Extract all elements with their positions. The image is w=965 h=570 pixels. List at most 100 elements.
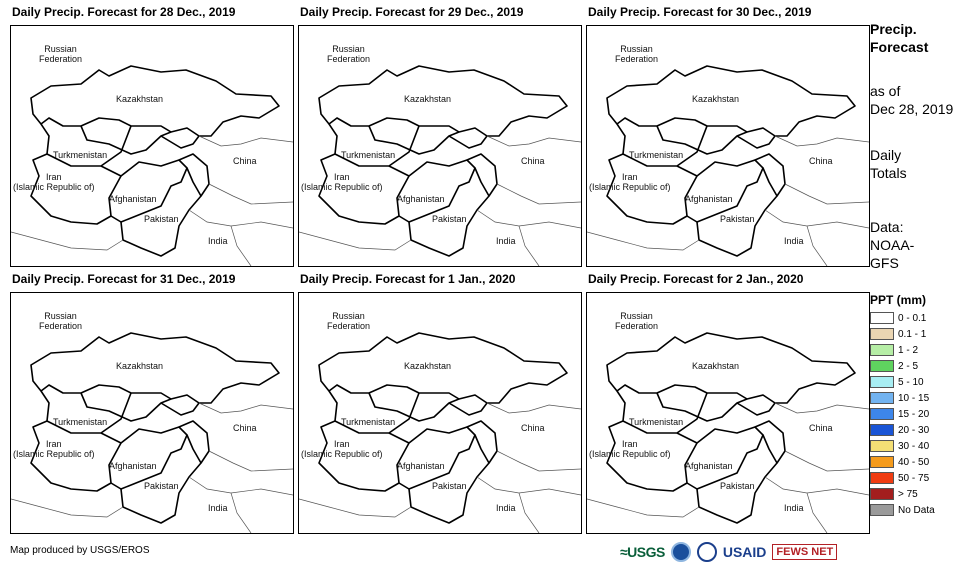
legend-item: 50 - 75: [870, 470, 935, 486]
country-label-afghanistan: Afghanistan: [397, 461, 445, 471]
forecast-panel: Daily Precip. Forecast for 2 Jan., 2020 …: [586, 272, 876, 536]
legend-item: 0.1 - 1: [870, 326, 935, 342]
legend: 0 - 0.1 0.1 - 1 1 - 2 2 - 5 5 - 10 10 - 15 15 …: [870, 310, 935, 518]
country-label-iran: Iran (Islamic Republic of): [301, 172, 383, 192]
country-label-india: India: [208, 503, 228, 513]
credit-text: Map produced by USGS/EROS: [10, 545, 150, 556]
usaid-seal-icon: [696, 542, 717, 562]
legend-swatch: [870, 408, 894, 420]
country-label-pakistan: Pakistan: [432, 214, 467, 224]
legend-swatch: [870, 312, 894, 324]
forecast-map: Russian Federation Kazakhstan Turkmenistan I…: [586, 25, 870, 267]
country-label-india: India: [496, 236, 516, 246]
legend-swatch: [870, 504, 894, 516]
legend-swatch: [870, 344, 894, 356]
legend-item: 30 - 40: [870, 438, 935, 454]
logos: ≈USGS USAID FEWS NET: [620, 540, 838, 564]
country-label-russia: Russian Federation: [39, 311, 83, 331]
country-label-russia: Russian Federation: [615, 311, 659, 331]
country-label-india: India: [208, 236, 228, 246]
country-label-russia: Russian Federation: [615, 44, 659, 64]
country-label-pakistan: Pakistan: [432, 481, 467, 491]
legend-item: No Data: [870, 502, 935, 518]
country-label-pakistan: Pakistan: [144, 481, 179, 491]
country-label-afghanistan: Afghanistan: [109, 194, 157, 204]
legend-label: 2 - 5: [898, 360, 919, 372]
legend-label: 0.1 - 1: [898, 328, 927, 340]
legend-item: 20 - 30: [870, 422, 935, 438]
forecast-panel: Daily Precip. Forecast for 31 Dec., 2019…: [10, 272, 300, 536]
usgs-logo: ≈USGS: [620, 544, 665, 560]
forecast-panel: Daily Precip. Forecast for 30 Dec., 2019…: [586, 5, 876, 269]
country-label-afghanistan: Afghanistan: [109, 461, 157, 471]
as-of-date: Dec 28, 2019: [870, 101, 954, 117]
legend-item: > 75: [870, 486, 935, 502]
legend-swatch: [870, 360, 894, 372]
forecast-panel: Daily Precip. Forecast for 29 Dec., 2019…: [298, 5, 588, 269]
forecast-map: Russian Federation Kazakhstan Turkmenistan I…: [298, 25, 582, 267]
forecast-map: Russian Federation Kazakhstan Turkmenistan I…: [10, 292, 294, 534]
country-label-china: China: [521, 156, 545, 166]
country-label-china: China: [809, 156, 833, 166]
country-label-turkmenistan: Turkmenistan: [341, 150, 396, 160]
country-label-turkmenistan: Turkmenistan: [341, 417, 396, 427]
country-label-pakistan: Pakistan: [720, 214, 755, 224]
country-label-turkmenistan: Turkmenistan: [53, 150, 108, 160]
country-label-iran: Iran (Islamic Republic of): [13, 439, 95, 459]
country-label-kazakhstan: Kazakhstan: [116, 94, 164, 104]
legend-swatch: [870, 472, 894, 484]
fews-net-logo: FEWS NET: [772, 544, 838, 560]
country-label-afghanistan: Afghanistan: [685, 461, 733, 471]
legend-swatch: [870, 424, 894, 436]
country-label-india: India: [784, 236, 804, 246]
legend-label: 15 - 20: [898, 408, 930, 420]
daily-label: Daily: [870, 147, 902, 163]
country-label-kazakhstan: Kazakhstan: [116, 361, 164, 371]
panel-title: Daily Precip. Forecast for 28 Dec., 2019: [12, 5, 236, 19]
panel-title: Daily Precip. Forecast for 1 Jan., 2020: [300, 272, 516, 286]
legend-item: 40 - 50: [870, 454, 935, 470]
legend-label: No Data: [898, 504, 935, 516]
precip-heading-1: Precip.: [870, 21, 917, 37]
legend-label: 40 - 50: [898, 456, 930, 468]
country-label-pakistan: Pakistan: [720, 481, 755, 491]
country-label-russia: Russian Federation: [327, 311, 371, 331]
forecast-panel: Daily Precip. Forecast for 1 Jan., 2020 …: [298, 272, 588, 536]
country-label-afghanistan: Afghanistan: [685, 194, 733, 204]
country-label-india: India: [784, 503, 804, 513]
legend-swatch: [870, 456, 894, 468]
legend-label: 20 - 30: [898, 424, 930, 436]
panel-title: Daily Precip. Forecast for 29 Dec., 2019: [300, 5, 524, 19]
country-label-iran: Iran (Islamic Republic of): [13, 172, 95, 192]
legend-label: > 75: [898, 488, 918, 500]
country-label-china: China: [233, 156, 257, 166]
forecast-panel: Daily Precip. Forecast for 28 Dec., 2019…: [10, 5, 300, 269]
legend-item: 10 - 15: [870, 390, 935, 406]
country-label-afghanistan: Afghanistan: [397, 194, 445, 204]
data-source-2: GFS: [870, 255, 899, 271]
country-label-russia: Russian Federation: [39, 44, 83, 64]
country-label-kazakhstan: Kazakhstan: [692, 94, 740, 104]
legend-label: 1 - 2: [898, 344, 919, 356]
forecast-map: Russian Federation Kazakhstan Turkmenistan I…: [586, 292, 870, 534]
legend-label: 5 - 10: [898, 376, 924, 388]
legend-label: 10 - 15: [898, 392, 930, 404]
country-label-turkmenistan: Turkmenistan: [629, 417, 684, 427]
country-label-china: China: [233, 423, 257, 433]
totals-label: Totals: [870, 165, 907, 181]
legend-swatch: [870, 488, 894, 500]
country-label-pakistan: Pakistan: [144, 214, 179, 224]
legend-item: 5 - 10: [870, 374, 935, 390]
forecast-map: Russian Federation Kazakhstan Turkmenistan I…: [10, 25, 294, 267]
as-of-label: as of: [870, 83, 901, 99]
data-label: Data:: [870, 219, 904, 235]
country-label-kazakhstan: Kazakhstan: [404, 94, 452, 104]
legend-swatch: [870, 440, 894, 452]
usaid-logo: USAID: [722, 544, 767, 560]
country-label-kazakhstan: Kazakhstan: [692, 361, 740, 371]
country-label-russia: Russian Federation: [327, 44, 371, 64]
country-label-kazakhstan: Kazakhstan: [404, 361, 452, 371]
legend-item: 0 - 0.1: [870, 310, 935, 326]
forecast-map: Russian Federation Kazakhstan Turkmenistan I…: [298, 292, 582, 534]
legend-item: 1 - 2: [870, 342, 935, 358]
